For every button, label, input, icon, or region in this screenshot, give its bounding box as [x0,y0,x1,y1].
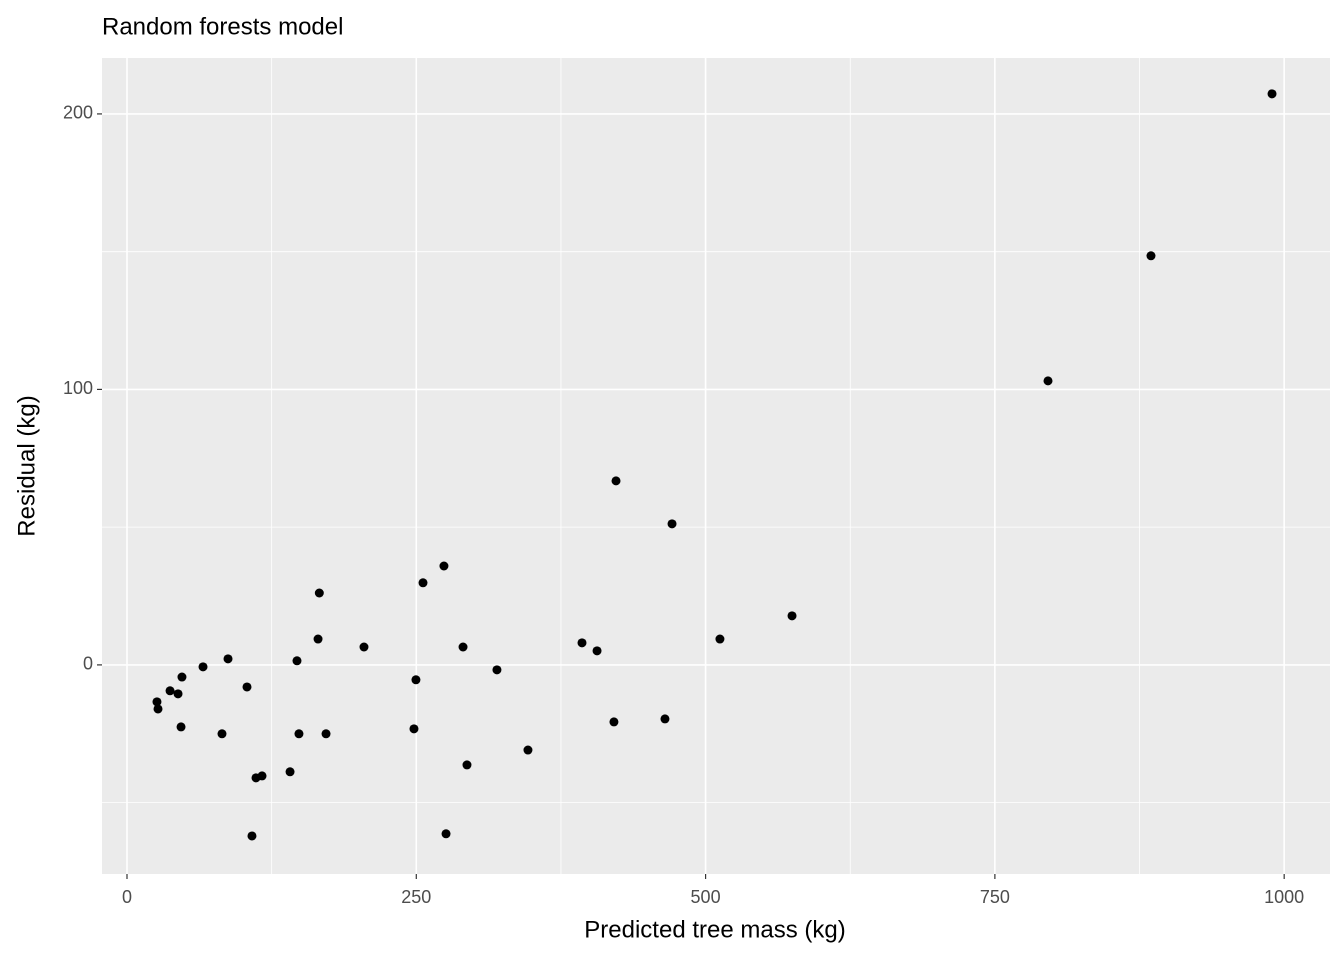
x-tick-label: 750 [980,887,1010,907]
point [577,638,587,648]
point [1267,89,1277,99]
point [667,519,677,529]
point [173,689,183,699]
point [294,729,304,739]
point [418,578,428,588]
point [609,717,619,727]
point [314,588,324,598]
point [492,665,502,675]
point [153,704,163,714]
point [152,697,162,707]
point [177,672,187,682]
point [1043,376,1053,386]
point [292,656,302,666]
point [439,561,449,571]
y-tick-label: 200 [63,103,93,123]
point [251,773,261,783]
point [611,476,621,486]
point [313,634,323,644]
point [660,714,670,724]
point [411,675,421,685]
point [285,767,295,777]
x-axis-label: Predicted tree mass (kg) [584,916,845,943]
point [441,829,451,839]
point [198,662,208,672]
x-tick-label: 250 [401,887,431,907]
point [592,646,602,656]
y-tick-label: 100 [63,378,93,398]
point [321,729,331,739]
point [1146,251,1156,261]
point [242,682,252,692]
point [458,642,468,652]
grid [102,58,1330,874]
point [176,722,186,732]
point [409,724,419,734]
point [462,760,472,770]
x-tick-label: 1000 [1264,887,1304,907]
point [223,654,233,664]
point [165,686,175,696]
y-axis-label: Residual (kg) [13,395,40,536]
x-tick-label: 0 [122,887,132,907]
x-tick-label: 500 [691,887,721,907]
point [359,642,369,652]
chart-title: Random forests model [102,13,343,40]
y-tick-label: 0 [83,654,93,674]
point [247,831,257,841]
point [715,634,725,644]
point [217,729,227,739]
panel [102,58,1330,874]
point [787,611,797,621]
point [523,745,533,755]
